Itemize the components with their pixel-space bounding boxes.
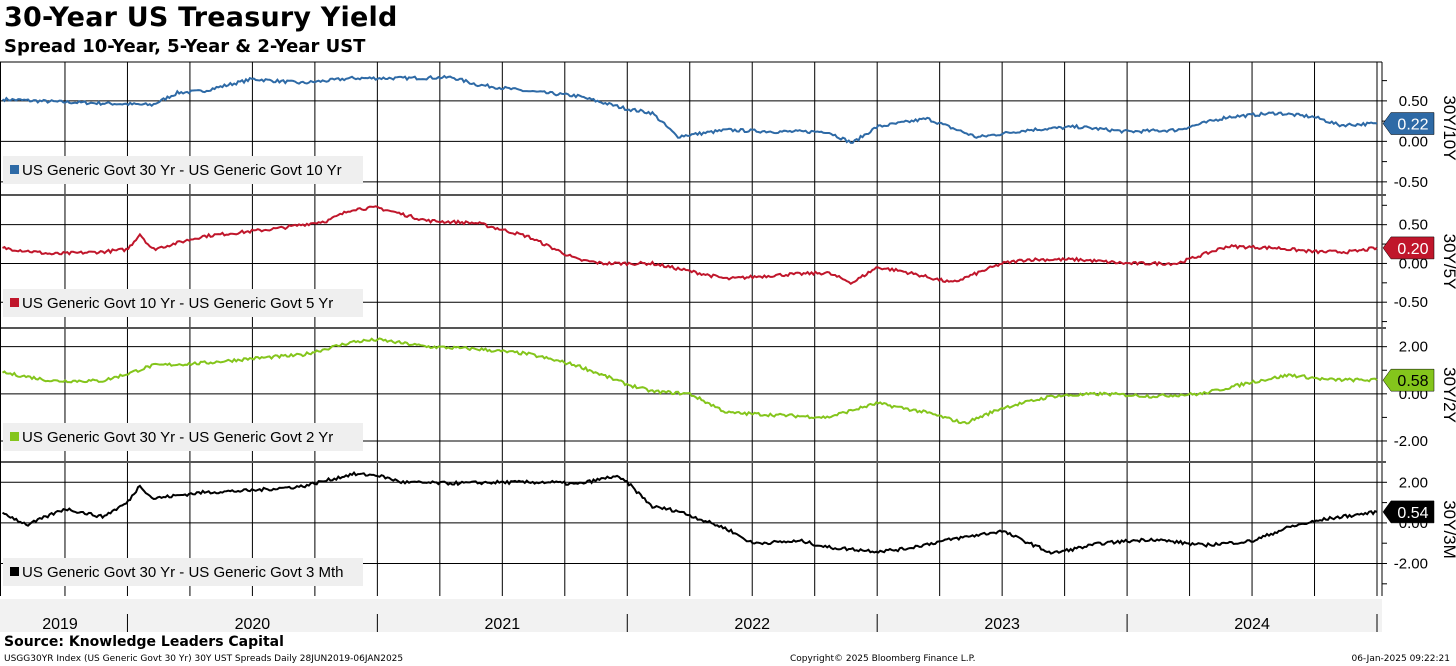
timestamp: 06-Jan-2025 09:22:21 bbox=[1351, 654, 1450, 664]
source-note: Source: Knowledge Leaders Capital bbox=[4, 634, 284, 650]
panel-axis-label: 30Y/2Y bbox=[1440, 367, 1456, 423]
x-tick-label: 2023 bbox=[984, 616, 1020, 632]
y-tick-label: 2.00 bbox=[1399, 339, 1428, 356]
x-axis-band bbox=[0, 599, 1382, 632]
series-line bbox=[2, 205, 1378, 285]
y-tick-label: 0.00 bbox=[1399, 255, 1428, 272]
y-tick-label: -0.50 bbox=[1394, 174, 1428, 191]
last-value-label: 0.20 bbox=[1397, 241, 1428, 258]
legend-label: US Generic Govt 30 Yr - US Generic Govt … bbox=[22, 564, 344, 581]
chart-subtitle: Spread 10-Year, 5-Year & 2-Year UST bbox=[4, 36, 366, 57]
index-info: USGG30YR Index (US Generic Govt 30 Yr) 3… bbox=[4, 654, 404, 664]
chart-title: 30-Year US Treasury Yield bbox=[4, 2, 398, 33]
y-tick-label: 0.50 bbox=[1399, 217, 1428, 234]
panel-axis-label: 30Y/10Y bbox=[1440, 95, 1456, 160]
copyright: Copyright© 2025 Bloomberg Finance L.P. bbox=[790, 654, 976, 664]
panel-separator bbox=[0, 461, 1386, 463]
x-tick-label: 2021 bbox=[485, 616, 521, 632]
y-tick-label: -0.50 bbox=[1394, 294, 1428, 311]
legend-box bbox=[3, 558, 363, 586]
series-line bbox=[2, 337, 1378, 425]
last-value-tag bbox=[1382, 236, 1435, 260]
y-tick-label: 2.00 bbox=[1399, 474, 1428, 491]
y-tick-label: -2.00 bbox=[1394, 556, 1428, 573]
last-value-tag bbox=[1382, 112, 1435, 135]
last-value-label: 0.22 bbox=[1397, 117, 1428, 134]
legend-swatch bbox=[10, 165, 19, 174]
legend-label: US Generic Govt 30 Yr - US Generic Govt … bbox=[22, 429, 333, 446]
chart-area: 0.50 0.00 -0.50 US Generic Govt 30 Yr - US … bbox=[0, 61, 1456, 632]
x-tick-label: 2022 bbox=[734, 616, 770, 632]
legend-box bbox=[3, 289, 363, 317]
x-tick-label: 2020 bbox=[235, 616, 271, 632]
last-value-tag bbox=[1382, 368, 1435, 392]
panel-axis-label: 30Y/5Y bbox=[1440, 234, 1456, 290]
x-tick-label: 2024 bbox=[1234, 616, 1270, 632]
last-value-label: 0.58 bbox=[1397, 373, 1428, 390]
legend-box bbox=[3, 423, 363, 451]
x-tick-label: 2019 bbox=[42, 616, 78, 632]
y-tick-label: -2.00 bbox=[1394, 433, 1428, 450]
last-value-label: 0.54 bbox=[1397, 505, 1428, 522]
last-value-tag bbox=[1382, 500, 1435, 524]
y-tick-label: 0.00 bbox=[1399, 133, 1428, 150]
y-tick-label: 0.50 bbox=[1399, 93, 1428, 110]
legend-box bbox=[3, 156, 363, 184]
series-line bbox=[1, 470, 1378, 555]
legend-label: US Generic Govt 10 Yr - US Generic Govt … bbox=[22, 295, 333, 312]
panel-axis-label: 30Y/3M bbox=[1440, 500, 1456, 559]
legend-swatch bbox=[10, 567, 19, 576]
series-line bbox=[1, 74, 1378, 144]
panel-separator bbox=[0, 327, 1386, 329]
legend-swatch bbox=[10, 432, 19, 441]
legend-swatch bbox=[10, 298, 19, 307]
legend-label: US Generic Govt 30 Yr - US Generic Govt … bbox=[22, 162, 342, 179]
panel-separator bbox=[0, 194, 1386, 196]
